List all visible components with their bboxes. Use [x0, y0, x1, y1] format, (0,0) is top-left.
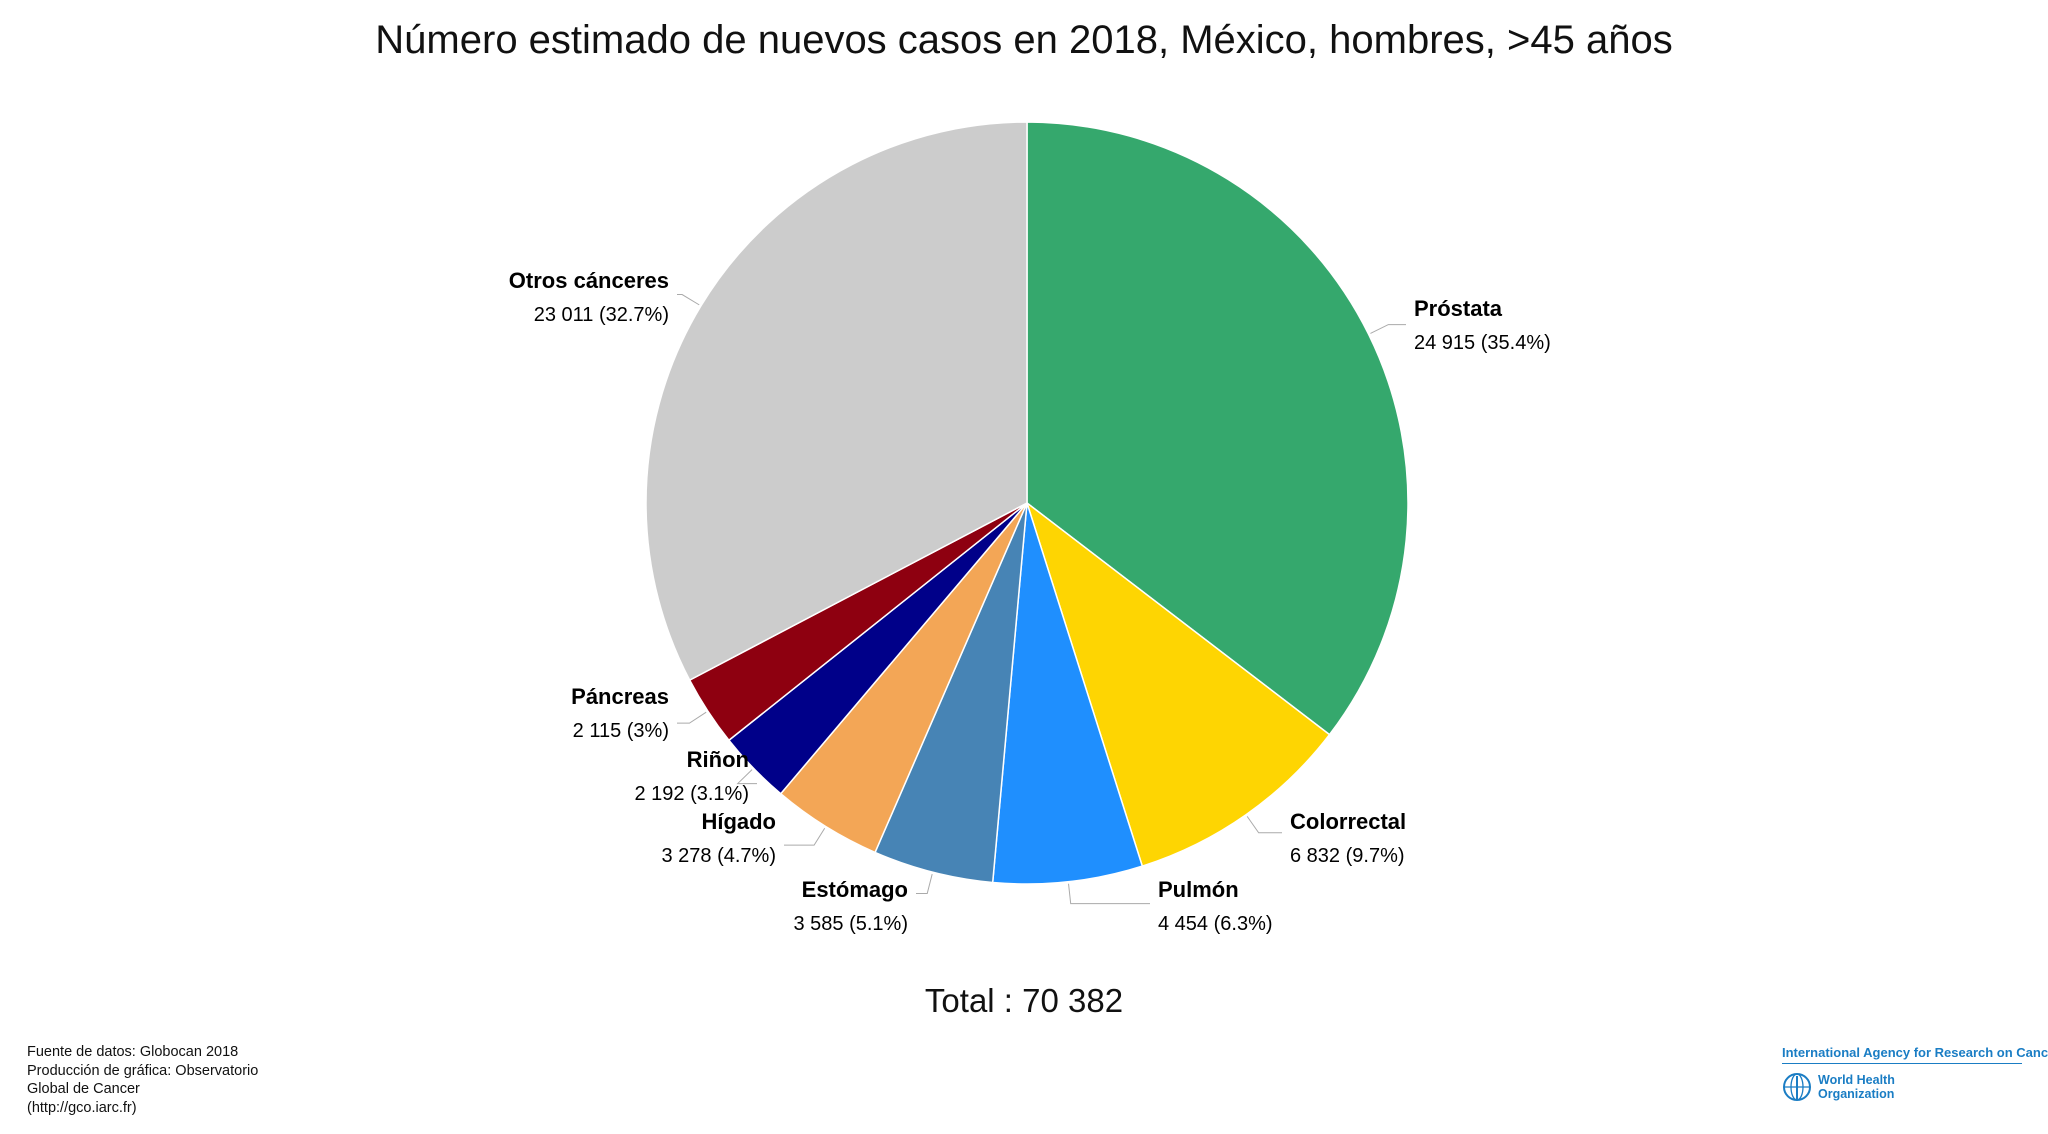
pie-slices	[645, 121, 1409, 885]
leader-line-6	[677, 711, 707, 724]
slice-label-value-7: 23 011 (32.7%)	[534, 304, 669, 326]
source-note: Fuente de datos: Globocan 2018 Producció…	[27, 1043, 258, 1117]
slice-label-value-3: 3 585 (5.1%)	[793, 913, 908, 935]
slice-label-name-6: Páncreas	[571, 684, 669, 709]
pie-slice-1	[1025, 500, 1331, 868]
slice-label-name-3: Estómago	[802, 877, 908, 902]
who-logo-text: World Health Organization	[1818, 1073, 1895, 1101]
leader-line-4	[784, 827, 826, 846]
slice-label-name-2: Pulmón	[1158, 877, 1239, 902]
leader-lines	[677, 294, 1406, 905]
slice-label-value-2: 4 454 (6.3%)	[1158, 913, 1273, 935]
slice-label-value-4: 3 278 (4.7%)	[661, 845, 776, 867]
source-line-4: (http://gco.iarc.fr)	[27, 1099, 137, 1116]
leader-line-3	[916, 873, 933, 894]
pie-slice-7	[645, 121, 1028, 682]
chart-title: Número estimado de nuevos casos en 2018,…	[375, 18, 1673, 62]
source-line-3: Global de Cancer	[27, 1081, 140, 1097]
slice-labels: Próstata 24 915 (35.4%) Colorrectal 6 832 (…	[509, 268, 1551, 935]
source-line-2: Producción de gráfica: Observatorio	[27, 1062, 259, 1079]
slice-label-name-0: Próstata	[1414, 296, 1503, 321]
pie-slice-2	[991, 502, 1144, 885]
slice-label-name-5: Riñon	[687, 747, 749, 772]
slice-label-value-0: 24 915 (35.4%)	[1414, 332, 1551, 354]
who-line-1: World Health	[1818, 1073, 1895, 1087]
iarc-divider	[1782, 1063, 2022, 1064]
leader-line-1	[1246, 816, 1282, 834]
leader-line-7	[677, 294, 700, 306]
slice-label-value-5: 2 192 (3.1%)	[634, 783, 749, 805]
iarc-logo-text: International Agency for Research on Can…	[1782, 1045, 2048, 1060]
source-line-1: Fuente de datos: Globocan 2018	[27, 1044, 239, 1060]
who-emblem-icon	[1783, 1073, 1811, 1101]
total-label: Total : 70 382	[924, 982, 1124, 1019]
slice-label-name-7: Otros cánceres	[509, 268, 669, 293]
slice-label-value-6: 2 115 (3%)	[573, 720, 669, 742]
who-line-2: Organization	[1818, 1087, 1895, 1101]
slice-label-name-1: Colorrectal	[1290, 809, 1406, 834]
slice-label-name-4: Hígado	[701, 809, 776, 834]
leader-line-2	[1068, 883, 1150, 905]
slice-label-value-1: 6 832 (9.7%)	[1290, 845, 1405, 867]
leader-line-0	[1370, 324, 1406, 334]
leader-line-5	[736, 769, 757, 785]
pie-slice-0	[1026, 121, 1409, 736]
who-logo: World Health Organization	[1782, 1072, 2022, 1106]
